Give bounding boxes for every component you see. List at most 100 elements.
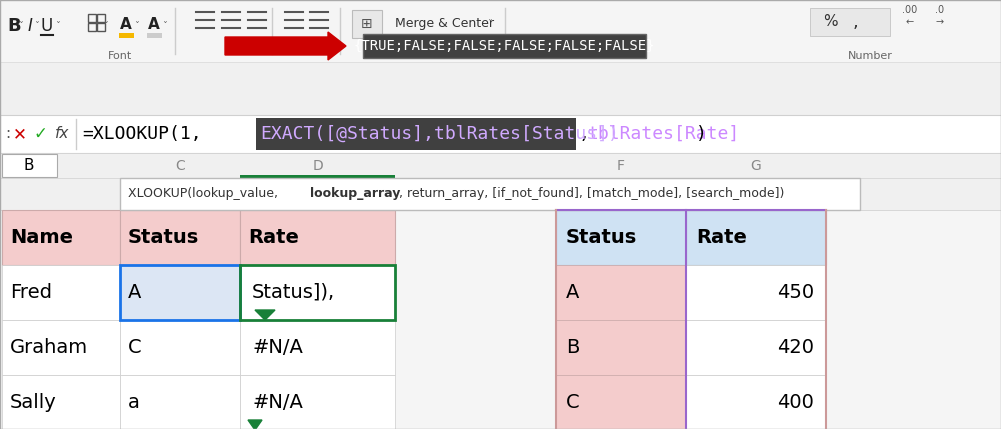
Bar (0, 210, 1001, 429)
Text: a: a (128, 393, 140, 412)
Bar (352, 10, 382, 38)
Bar (686, 320, 826, 375)
Text: ˇ: ˇ (103, 22, 108, 32)
Bar (240, 320, 395, 375)
Text: fx: fx (55, 127, 69, 142)
Text: C: C (175, 158, 185, 172)
Bar (240, 375, 395, 429)
Text: I: I (28, 17, 32, 35)
Bar (240, 175, 395, 178)
Bar (120, 375, 240, 429)
Bar (556, 375, 686, 429)
Bar (2, 210, 120, 265)
Text: Font: Font (108, 51, 132, 61)
Text: Rate: Rate (696, 228, 747, 247)
Text: .0
→: .0 → (936, 5, 945, 27)
Text: , return_array, [if_not_found], [match_mode], [search_mode]): , return_array, [if_not_found], [match_m… (399, 187, 785, 200)
Text: Sally: Sally (10, 393, 57, 412)
Text: lookup_array: lookup_array (310, 187, 400, 200)
Text: XLOOKUP(lookup_value,: XLOOKUP(lookup_value, (128, 187, 282, 200)
Bar (120, 210, 240, 265)
Text: C: C (128, 338, 141, 357)
Text: {TRUE;FALSE;FALSE;FALSE;FALSE;FALSE}: {TRUE;FALSE;FALSE;FALSE;FALSE;FALSE} (353, 39, 656, 53)
Text: ˇ: ˇ (19, 22, 23, 32)
Bar (0, 115, 1001, 153)
Bar (120, 320, 240, 375)
Text: 420: 420 (777, 338, 814, 357)
Text: 400: 400 (777, 393, 814, 412)
Text: ˇ: ˇ (487, 20, 492, 30)
Text: Status: Status (128, 228, 199, 247)
Text: A: A (148, 17, 160, 32)
Bar (810, 8, 890, 36)
Text: 450: 450 (777, 283, 814, 302)
Text: ,: , (578, 125, 589, 143)
Bar (120, 178, 860, 210)
Bar (363, 34, 646, 58)
Bar (2, 154, 57, 177)
Bar (97, 14, 105, 22)
Text: Graham: Graham (10, 338, 88, 357)
Text: Merge & Center: Merge & Center (395, 18, 494, 30)
Bar (686, 375, 826, 429)
Text: Status]),: Status]), (252, 283, 335, 302)
Bar (147, 33, 162, 38)
Text: %: % (823, 15, 837, 30)
Text: .00
←: .00 ← (902, 5, 918, 27)
Text: D: D (312, 158, 323, 172)
Bar (2, 320, 120, 375)
Bar (240, 265, 395, 320)
Bar (0, 153, 1001, 178)
Bar (686, 210, 826, 265)
Text: B: B (24, 158, 34, 173)
FancyArrow shape (225, 32, 346, 60)
Polygon shape (248, 420, 262, 429)
Text: Number: Number (848, 51, 893, 61)
Text: #N/A: #N/A (252, 393, 303, 412)
Bar (0, 0, 1001, 62)
Bar (556, 210, 686, 265)
Text: A: A (566, 283, 580, 302)
Bar (556, 265, 686, 320)
Text: ): ) (696, 125, 707, 143)
Text: tblRates[Rate]: tblRates[Rate] (588, 125, 741, 143)
Bar (240, 265, 395, 320)
Bar (240, 210, 395, 265)
Text: Status: Status (566, 228, 638, 247)
Bar (256, 118, 576, 150)
Bar (88, 23, 96, 31)
Bar (97, 23, 105, 31)
Text: ˇ: ˇ (56, 22, 60, 32)
Text: U: U (41, 17, 53, 35)
Text: G: G (751, 158, 762, 172)
Bar (2, 375, 120, 429)
Text: C: C (566, 393, 580, 412)
Bar (686, 265, 826, 320)
Bar (2, 265, 120, 320)
Text: ˇ: ˇ (134, 22, 139, 32)
Text: A: A (120, 17, 132, 32)
Bar (120, 265, 240, 320)
Polygon shape (255, 310, 275, 320)
Text: Rate: Rate (248, 228, 299, 247)
Text: =XLOOKUP(1,: =XLOOKUP(1, (82, 125, 201, 143)
Text: Fred: Fred (10, 283, 52, 302)
Bar (88, 14, 96, 22)
Text: B: B (7, 17, 21, 35)
Bar (119, 33, 134, 38)
Bar (120, 265, 240, 320)
Text: F: F (617, 158, 625, 172)
Text: B: B (566, 338, 580, 357)
Text: ˇ: ˇ (162, 22, 167, 32)
Text: ✓: ✓ (33, 125, 47, 143)
Text: ˇ: ˇ (35, 22, 39, 32)
Text: EXACT([@Status],tblRates[Status]): EXACT([@Status],tblRates[Status]) (260, 125, 619, 143)
Text: ⊞: ⊞ (361, 17, 372, 31)
Text: ✕: ✕ (13, 125, 27, 143)
Text: #N/A: #N/A (252, 338, 303, 357)
Text: A: A (128, 283, 141, 302)
Text: Name: Name (10, 228, 73, 247)
Text: :: : (5, 127, 10, 142)
Text: ,: , (852, 13, 858, 31)
Bar (556, 320, 686, 375)
